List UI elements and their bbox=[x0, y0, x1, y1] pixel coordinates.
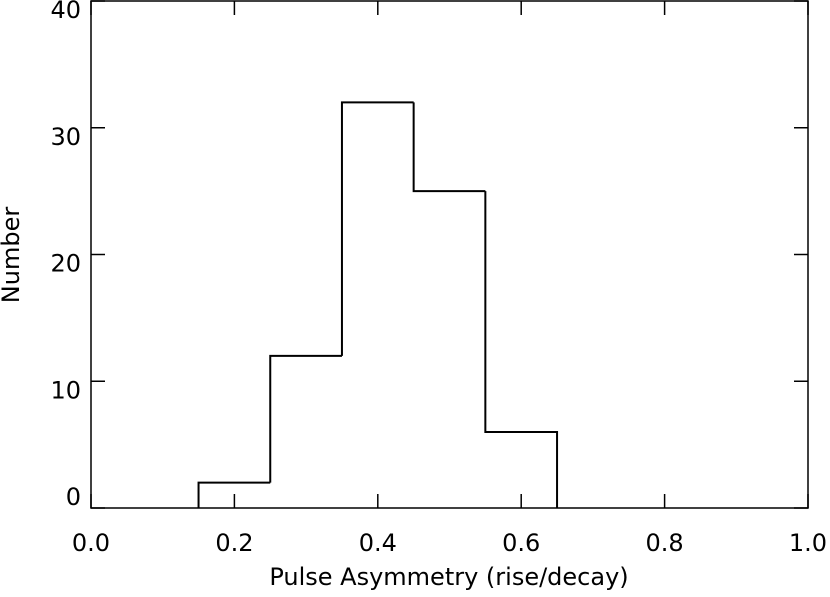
y-tick-label: 0 bbox=[66, 483, 81, 511]
x-tick-label: 0.2 bbox=[215, 529, 253, 557]
histogram-bar bbox=[197, 481, 271, 508]
plot-frame bbox=[90, 0, 809, 509]
y-tick-label: 20 bbox=[50, 250, 81, 278]
histogram-bar bbox=[484, 191, 559, 508]
x-tick-label: 1.0 bbox=[789, 529, 827, 557]
x-tick-label: 0.4 bbox=[359, 529, 397, 557]
x-tick-label: 0.8 bbox=[646, 529, 684, 557]
y-tick-label: 30 bbox=[50, 123, 81, 151]
y-axis-label: Number bbox=[0, 207, 25, 304]
x-tick-label: 0.6 bbox=[502, 529, 540, 557]
x-tick-label: 0.0 bbox=[72, 529, 110, 557]
y-tick-label: 40 bbox=[50, 0, 81, 24]
y-tick-label: 10 bbox=[50, 376, 81, 404]
x-axis-label: Pulse Asymmetry (rise/decay) bbox=[269, 563, 628, 591]
histogram-bar bbox=[412, 102, 486, 193]
histogram-bar bbox=[340, 101, 414, 356]
histogram-bar bbox=[269, 354, 342, 483]
